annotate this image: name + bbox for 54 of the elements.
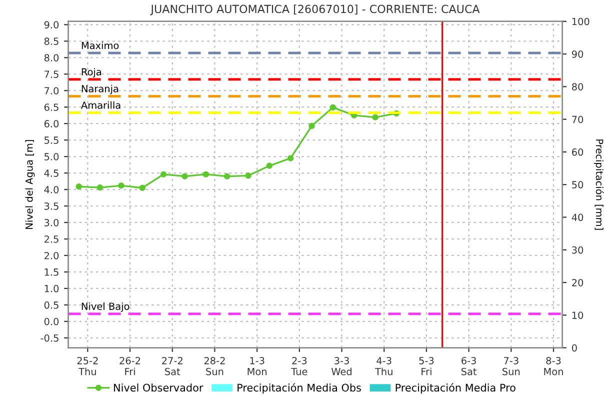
y-tick-label: 0.5 — [44, 301, 58, 309]
y-tick-label: 0.0 — [44, 318, 59, 326]
y-tick-label: 2.5 — [44, 235, 58, 243]
y-tick-label: 4.5 — [44, 170, 58, 177]
y2-tick-label: 80 — [572, 83, 584, 90]
y-tick-label: 7.5 — [44, 70, 58, 78]
x-tick-label: 25-2 Thu — [77, 356, 98, 376]
y-tick-label: 8.5 — [44, 38, 58, 45]
x-tick-label: 27-2 Sat — [162, 356, 182, 376]
y-tick-label: 1.0 — [44, 284, 59, 292]
x-tick-label: 5-3 Fri — [419, 356, 434, 376]
y-tick-label: 3.0 — [44, 218, 59, 226]
y2-axis-title: Precipitación [mm] — [594, 140, 604, 230]
y-tick-label: 6.0 — [44, 120, 59, 128]
y-tick-label: 5.0 — [44, 153, 59, 160]
ref-line-label: Maximo — [82, 42, 119, 50]
legend-label: Nivel Observador — [114, 384, 204, 392]
y2-tick-label: 30 — [572, 246, 584, 254]
x-tick-label: 3-3 Wed — [331, 356, 352, 376]
ref-line-label: Amarilla — [81, 101, 120, 109]
legend-label: Precipitación Media Pro — [396, 383, 516, 394]
x-tick-label: 6-3 Sat — [461, 356, 477, 376]
y2-tick-label: 50 — [572, 181, 584, 188]
chart-title: JUANCHITO AUTOMATICA [26067010] - CORRIENTE: CAUCA — [150, 4, 480, 16]
x-tick-label: 1-3 Mon — [248, 356, 266, 376]
y-tick-label: 2.0 — [44, 252, 59, 260]
y-axis-title: Nivel del Agua [m] — [25, 140, 35, 229]
legend-label: Precipitación Media Obs — [238, 383, 361, 394]
x-tick-label: 26-2 Fri — [120, 356, 140, 376]
y-tick-label: 3.5 — [44, 202, 58, 210]
y-tick-label: 9.0 — [44, 21, 59, 28]
y2-tick-label: 0 — [572, 344, 577, 352]
y-tick-label: 1.5 — [44, 268, 58, 276]
ref-line-label: Roja — [82, 68, 101, 78]
y-tick-label: 7.0 — [44, 87, 59, 94]
ref-line-label: Naranja — [82, 84, 118, 94]
y-tick-label: 5.5 — [44, 136, 58, 144]
y2-tick-label: 70 — [572, 116, 584, 124]
y2-tick-label: 10 — [572, 312, 584, 319]
x-tick-label: 4-3 Thu — [374, 356, 392, 376]
x-tick-label: 8-3 Mon — [544, 356, 563, 376]
x-tick-label: 2-3 Tue — [291, 356, 308, 376]
y-tick-label: -0.5 — [40, 334, 58, 342]
ref-line-label: Nivel Bajo — [82, 302, 130, 312]
x-tick-label: 7-3 Sun — [502, 356, 520, 376]
y-tick-label: 4.0 — [44, 186, 59, 194]
y-tick-label: 8.0 — [44, 54, 59, 62]
y2-tick-label: 90 — [572, 50, 584, 58]
y2-tick-label: 100 — [572, 18, 590, 26]
y2-tick-label: 20 — [572, 278, 584, 286]
y2-tick-label: 60 — [572, 148, 584, 156]
y2-tick-label: 40 — [572, 214, 584, 222]
x-tick-label: 28-2 Sun — [204, 356, 225, 376]
y-tick-label: 6.5 — [44, 104, 58, 111]
